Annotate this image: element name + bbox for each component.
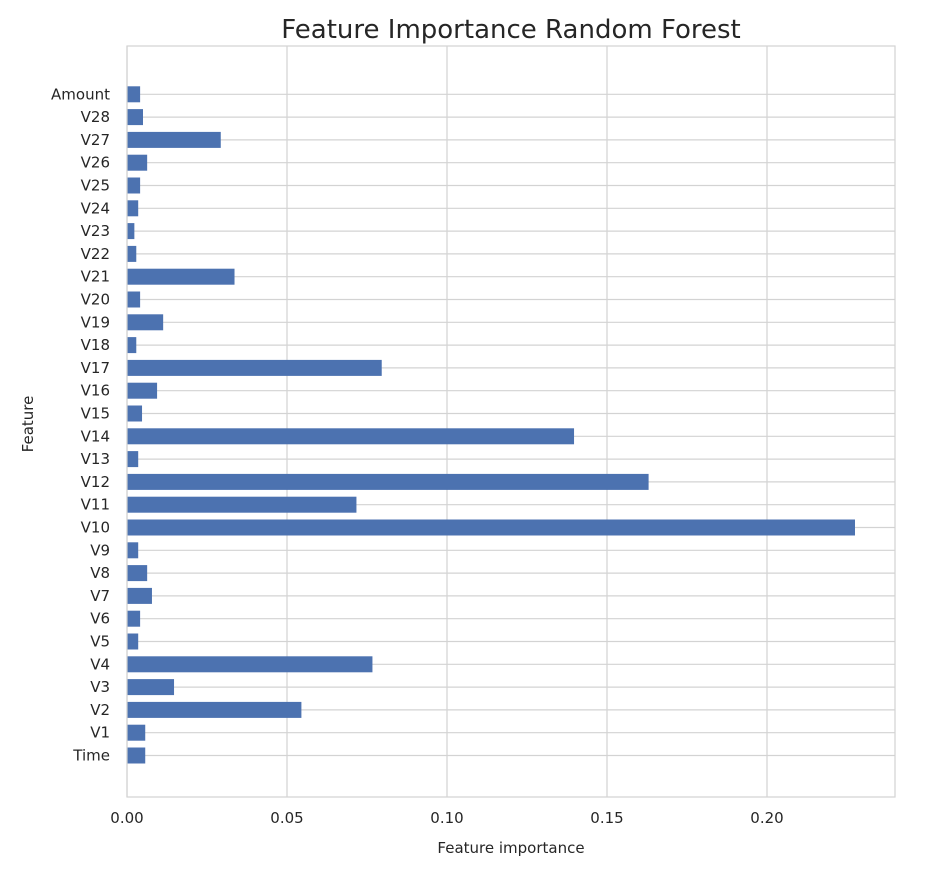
y-tick-label: V26: [81, 154, 110, 172]
y-tick-label: V5: [90, 633, 110, 651]
bar-v18: [127, 337, 137, 354]
y-tick-label: V24: [81, 199, 110, 217]
y-tick-label: V21: [81, 268, 110, 286]
bar-v5: [127, 633, 139, 650]
y-tick-label: V20: [81, 291, 110, 309]
bar-v8: [127, 565, 148, 582]
y-tick-label: V19: [81, 313, 110, 331]
bar-v15: [127, 405, 143, 422]
bar-v4: [127, 656, 373, 673]
bar-v26: [127, 154, 148, 171]
x-tick-label: 0.10: [430, 809, 463, 827]
y-tick-label: V17: [81, 359, 110, 377]
bar-v17: [127, 359, 382, 376]
y-tick-label: V6: [90, 610, 110, 628]
bar-v21: [127, 268, 235, 285]
x-tick-labels: 0.00 0.05 0.10 0.15 0.20: [110, 809, 783, 827]
x-tick-label: 0.05: [270, 809, 303, 827]
bar-v28: [127, 109, 143, 126]
chart-title: Feature Importance Random Forest: [281, 15, 740, 45]
y-tick-label: V2: [90, 701, 110, 719]
bar-v10: [127, 519, 855, 536]
x-tick-label: 0.15: [590, 809, 623, 827]
bar-v22: [127, 245, 137, 262]
y-tick-label: V8: [90, 564, 110, 582]
bar-v6: [127, 610, 141, 627]
y-tick-labels: Time V1 V2 V3 V4 V5 V6 V7 V8 V9 V10 V11 V12 V13 V14 V15…: [51, 85, 110, 764]
y-tick-label: Time: [72, 747, 110, 765]
bar-v27: [127, 131, 221, 148]
y-tick-label: V9: [90, 541, 110, 559]
y-tick-label: V11: [81, 496, 110, 514]
y-tick-label: V13: [81, 450, 110, 468]
bar-v13: [127, 451, 139, 468]
x-tick-label: 0.20: [750, 809, 783, 827]
y-tick-label: Amount: [51, 85, 110, 103]
y-tick-label: V27: [81, 131, 110, 149]
bar-v20: [127, 291, 141, 308]
y-tick-label: V28: [81, 108, 110, 126]
x-tick-label: 0.00: [110, 809, 143, 827]
y-axis-label: Feature: [19, 396, 37, 453]
y-tick-label: V14: [81, 427, 110, 445]
y-tick-label: V18: [81, 336, 110, 354]
bar-v9: [127, 542, 139, 559]
bar-v25: [127, 177, 141, 194]
y-tick-label: V1: [90, 724, 110, 742]
bar-v3: [127, 679, 175, 696]
bar-v7: [127, 587, 152, 604]
y-tick-label: V15: [81, 405, 110, 423]
y-tick-label: V25: [81, 177, 110, 195]
bar-v24: [127, 200, 139, 217]
y-tick-label: V22: [81, 245, 110, 263]
grid-lines: [126, 46, 895, 797]
y-tick-label: V16: [81, 382, 110, 400]
bar-v12: [127, 473, 649, 490]
bar-v11: [127, 496, 357, 513]
x-axis-label: Feature importance: [437, 839, 584, 857]
bar-amount: [127, 86, 141, 103]
y-tick-label: V23: [81, 222, 110, 240]
bar-v1: [127, 724, 146, 741]
y-tick-label: V10: [81, 519, 110, 537]
bar-v2: [127, 701, 302, 718]
bar-v14: [127, 428, 575, 445]
plot-frame: [126, 45, 896, 798]
y-tick-label: V12: [81, 473, 110, 491]
y-tick-label: V3: [90, 678, 110, 696]
bar-time: [127, 747, 146, 764]
y-tick-label: V7: [90, 587, 110, 605]
bar-v19: [127, 314, 164, 331]
bars: [127, 86, 855, 764]
bar-v23: [127, 223, 135, 240]
bar-v16: [127, 382, 158, 399]
y-tick-label: V4: [90, 655, 110, 673]
